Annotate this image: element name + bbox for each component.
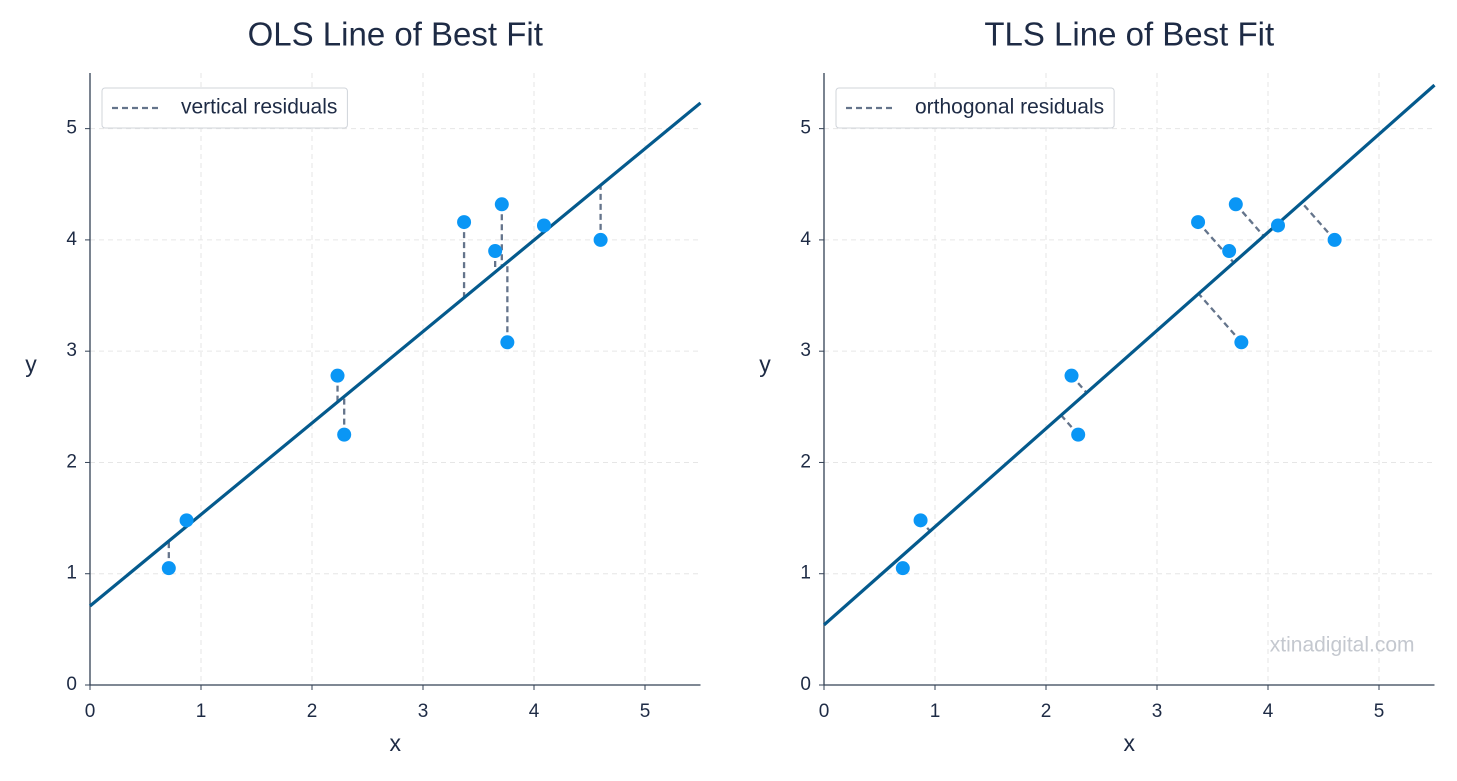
y-tick-label: 4	[66, 229, 77, 250]
legend-box	[101, 87, 348, 129]
x-tick-label: 5	[1374, 701, 1385, 722]
y-tick-label: 2	[66, 451, 77, 472]
point	[1064, 368, 1079, 383]
x-tick-label: 0	[85, 701, 96, 722]
y-tick-label: 2	[800, 451, 811, 472]
point	[913, 513, 928, 528]
watermark: xtinadigital.com	[1270, 634, 1415, 657]
x-tick-label: 2	[1041, 701, 1052, 722]
x-axis-label: x	[1124, 730, 1136, 756]
point	[593, 232, 608, 247]
x-axis-label: x	[390, 730, 402, 756]
residual	[1197, 292, 1243, 344]
y-tick-label: 1	[66, 563, 77, 584]
x-tick-label: 0	[819, 701, 830, 722]
chart-title: OLS Line of Best Fit	[248, 16, 543, 53]
y-tick-label: 5	[800, 118, 811, 139]
point	[536, 218, 551, 233]
y-tick-label: 4	[800, 229, 811, 250]
fit-line	[822, 83, 1436, 627]
y-tick-label: 3	[800, 340, 811, 361]
point	[895, 561, 910, 576]
x-tick-label: 4	[1263, 701, 1274, 722]
point	[179, 513, 194, 528]
x-tick-label: 4	[529, 701, 540, 722]
legend-box	[835, 87, 1115, 129]
y-tick-label: 1	[800, 563, 811, 584]
point	[1270, 218, 1285, 233]
x-tick-label: 2	[307, 701, 318, 722]
point	[494, 197, 509, 212]
point	[488, 244, 503, 259]
point	[1327, 232, 1342, 247]
point	[337, 427, 352, 442]
chart-title: TLS Line of Best Fit	[984, 16, 1274, 53]
residual	[1300, 201, 1336, 241]
point	[1234, 335, 1249, 350]
y-tick-label: 5	[66, 118, 77, 139]
x-tick-label: 1	[196, 701, 207, 722]
y-axis-label: y	[759, 351, 771, 377]
point	[500, 335, 515, 350]
y-tick-label: 0	[66, 674, 77, 695]
point	[1228, 197, 1243, 212]
legend-label: vertical residuals	[181, 96, 337, 119]
point	[161, 561, 176, 576]
point	[1191, 215, 1206, 230]
y-tick-label: 3	[66, 340, 77, 361]
residual	[1234, 203, 1265, 237]
point	[457, 215, 472, 230]
y-axis-label: y	[25, 351, 37, 377]
point	[330, 368, 345, 383]
x-tick-label: 1	[930, 701, 941, 722]
x-tick-label: 3	[418, 701, 429, 722]
x-tick-label: 3	[1152, 701, 1163, 722]
fit-line	[88, 101, 702, 608]
x-tick-label: 5	[640, 701, 651, 722]
point	[1222, 244, 1237, 259]
legend-label: orthogonal residuals	[915, 96, 1104, 119]
y-tick-label: 0	[800, 674, 811, 695]
point	[1071, 427, 1086, 442]
